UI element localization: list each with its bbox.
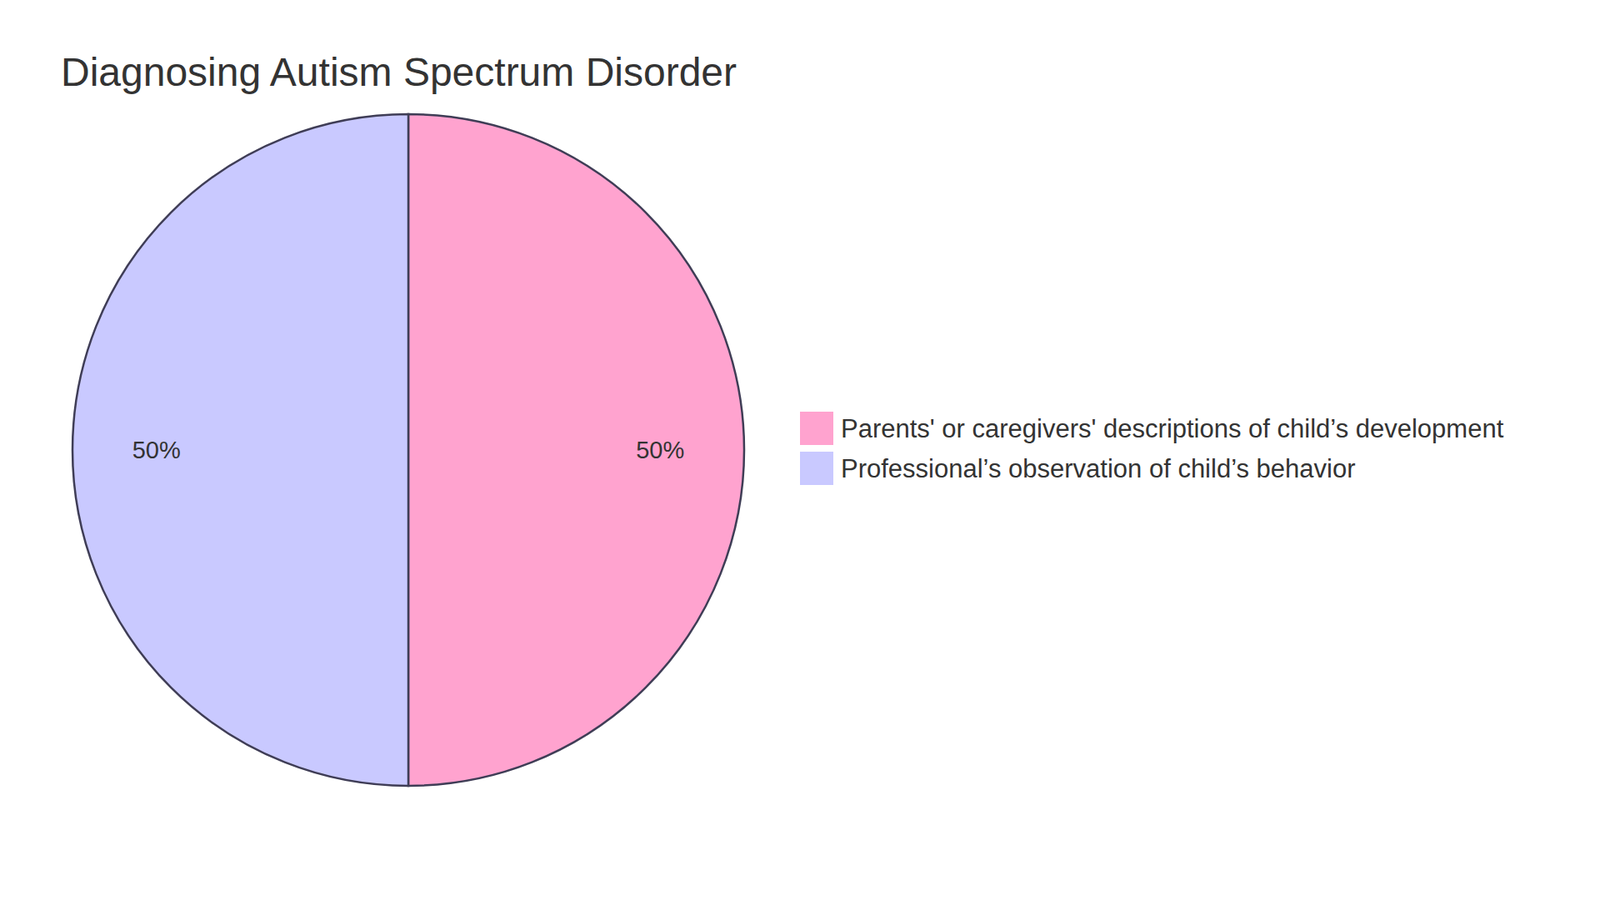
pie-slice <box>72 114 409 786</box>
chart-title: Diagnosing Autism Spectrum Disorder <box>60 50 737 95</box>
legend-swatch <box>800 411 834 445</box>
data-label: 50% <box>635 436 685 464</box>
pie-labels: 50% 50% <box>132 436 685 464</box>
pie-slices <box>72 114 745 786</box>
data-label: 50% <box>132 436 181 464</box>
legend: Parents' or caregivers' descriptions of … <box>800 411 1505 485</box>
chart: Diagnosing Autism Spectrum Disorder50%50… <box>0 0 1600 900</box>
legend-swatch <box>800 451 834 485</box>
legend-label: Parents' or caregivers' descriptions of … <box>840 414 1505 444</box>
legend-label: Professional’s observation of child’s be… <box>840 454 1356 484</box>
pie-slice <box>408 114 745 786</box>
